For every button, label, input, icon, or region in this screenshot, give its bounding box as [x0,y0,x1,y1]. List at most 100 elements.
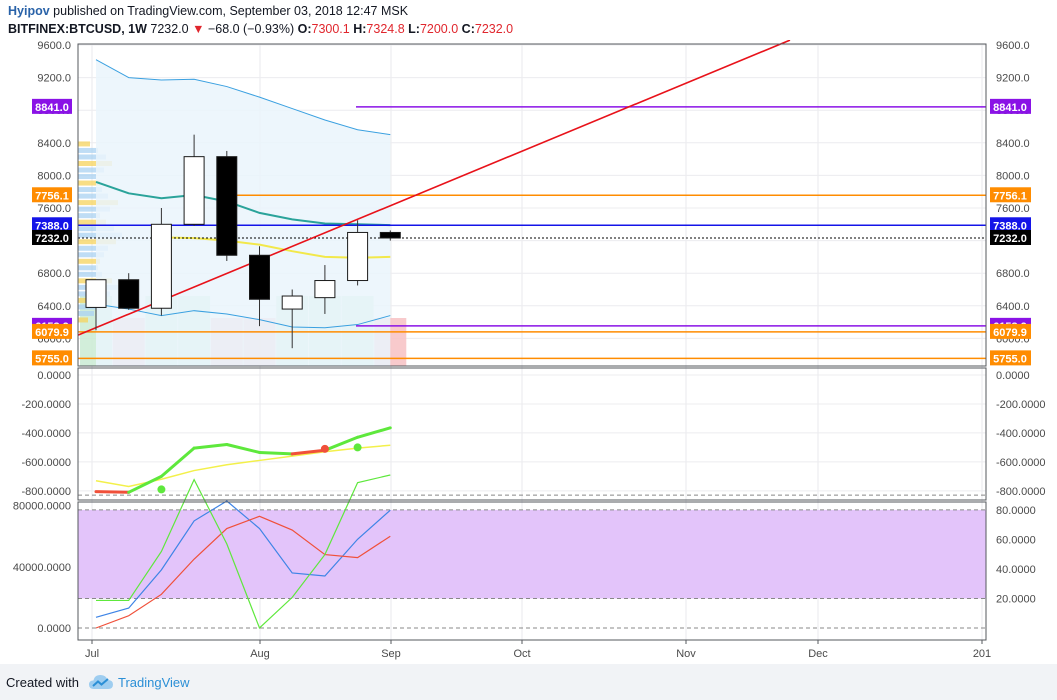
price-tag-right-label: 7232.0 [993,233,1027,245]
axes: 9600.09600.09200.09200.08800.08800.08400… [13,40,1046,660]
stoch-tick-right: 40.0000 [996,564,1036,576]
price-tag-left [32,98,72,114]
high-value: 7324.8 [366,22,405,36]
x-tick-label: Sep [381,648,401,660]
x-tick-label: Aug [250,648,270,660]
volume-profile-bar [78,141,90,147]
x-tick-label: 201 [973,648,991,660]
y-tick-label-right: 8400.0 [996,138,1030,150]
volume-profile-bar [78,219,106,225]
macd-line-segment [258,450,294,456]
price-tag-left-label: 7232.0 [35,233,69,245]
stoch-tick-left: 40000.0000 [13,562,71,574]
y-tick-label-right: 7600.0 [996,203,1030,215]
price-tag-right [990,217,1031,233]
x-tick-label: Nov [676,648,696,660]
macd-cross-dot [320,444,329,453]
macd-line-segment [192,443,229,450]
stoch-band [78,509,986,599]
price-tag-left-label: 8841.0 [35,102,69,114]
chart-header: Hyipov published on TradingView.com, Sep… [0,0,1057,40]
bollinger-upper [95,59,391,136]
candle-body [379,231,401,239]
macd-cross-dot [157,485,166,494]
close-label: C: [461,22,475,36]
y-tick-label-left: 6400.0 [37,301,71,313]
price-tag-right [990,98,1031,114]
stoch-line [96,474,391,630]
published-text: published on TradingView.com, September … [53,4,409,18]
y-tick-label-right: 6400.0 [996,301,1030,313]
y-tick-label-left: 7600.0 [37,203,71,215]
open-value: 7300.1 [311,22,350,36]
stoch-line [95,500,391,618]
tradingview-cloud-icon[interactable] [88,673,114,691]
pane-frames [77,43,987,641]
volume-profile-bar [78,310,94,316]
publish-line: Hyipov published on TradingView.com, Sep… [8,4,408,18]
volume-profile-bar [78,167,104,173]
volume-profile-bar [78,160,112,166]
candle-body [314,280,336,299]
candle-body [281,295,303,310]
volume-profile-bar [78,317,88,323]
pane-frame [77,501,987,641]
macd-tick-right: -800.0000 [996,486,1046,498]
price-tag-left-label: 7756.1 [35,190,69,202]
macd-tick-right: -200.0000 [996,399,1046,411]
bollinger-lower [95,303,391,329]
stoch-tick-left: 0.0000 [37,623,71,635]
macd-line-segment [356,426,392,439]
footer: Created with TradingView [0,664,1057,700]
price-tag-left [32,350,72,366]
price-tag-right-label: 7756.1 [993,190,1027,202]
volume-profile-bar [78,187,102,193]
stoch-tick-right: 60.0000 [996,534,1036,546]
price-tag-right-label: 5755.0 [993,353,1027,365]
macd-line-segment [127,474,163,494]
price-tag-right [990,229,1031,245]
price-tag-left-label: 6079.9 [35,327,69,339]
candle-body [150,223,172,309]
author-name[interactable]: Hyipov [8,4,50,18]
price-tag-left [32,217,72,233]
volume-profile-bar [78,213,100,219]
volume-profile-bar [78,265,98,271]
last-price: 7232.0 [150,22,189,36]
y-tick-label-right: 9200.0 [996,73,1030,85]
volume-profile-bar [78,174,96,180]
volume-profile-bar [78,193,108,199]
chart-area[interactable]: 9600.09600.09200.09200.08800.08800.08400… [0,40,1057,664]
price-tag-left-label: 5755.0 [35,353,69,365]
price-tag-left-label: 7388.0 [35,220,69,232]
y-tick-label-left: 6800.0 [37,268,71,280]
pane-frame [77,43,987,367]
candle-body [249,254,270,300]
symbol-title: BITFINEX:BTCUSD, 1W [8,22,147,36]
trendline[interactable] [77,40,791,336]
stoch-line [95,515,391,629]
macd-tick-left: -800.0000 [21,486,71,498]
created-with-text: Created with [6,675,79,690]
candles [85,134,401,349]
price-tag-right-label: 8841.0 [993,102,1027,114]
x-tick-label: Oct [513,648,530,660]
macd-cross-dot [353,443,362,452]
volume-profile-bar [78,271,102,277]
close-value: 7232.0 [474,22,514,36]
price-change: −68.0 (−0.93%) [207,22,295,36]
candle-body [85,279,107,308]
x-tick-label: Jul [85,648,99,660]
price-tag-left [32,187,72,203]
volume-profile-bar [78,180,100,186]
tradingview-link[interactable]: TradingView [118,675,190,690]
y-tick-label-left: 9600.0 [37,40,71,52]
macd-tick-left: -600.0000 [21,457,71,469]
macd-tick-right: -400.0000 [996,428,1046,440]
y-tick-label-left: 8000.0 [37,170,71,182]
price-tag-right [990,350,1031,366]
low-value: 7200.0 [419,22,459,36]
y-tick-label-left: 8400.0 [37,138,71,150]
stoch-tick-right: 80.0000 [996,505,1036,517]
